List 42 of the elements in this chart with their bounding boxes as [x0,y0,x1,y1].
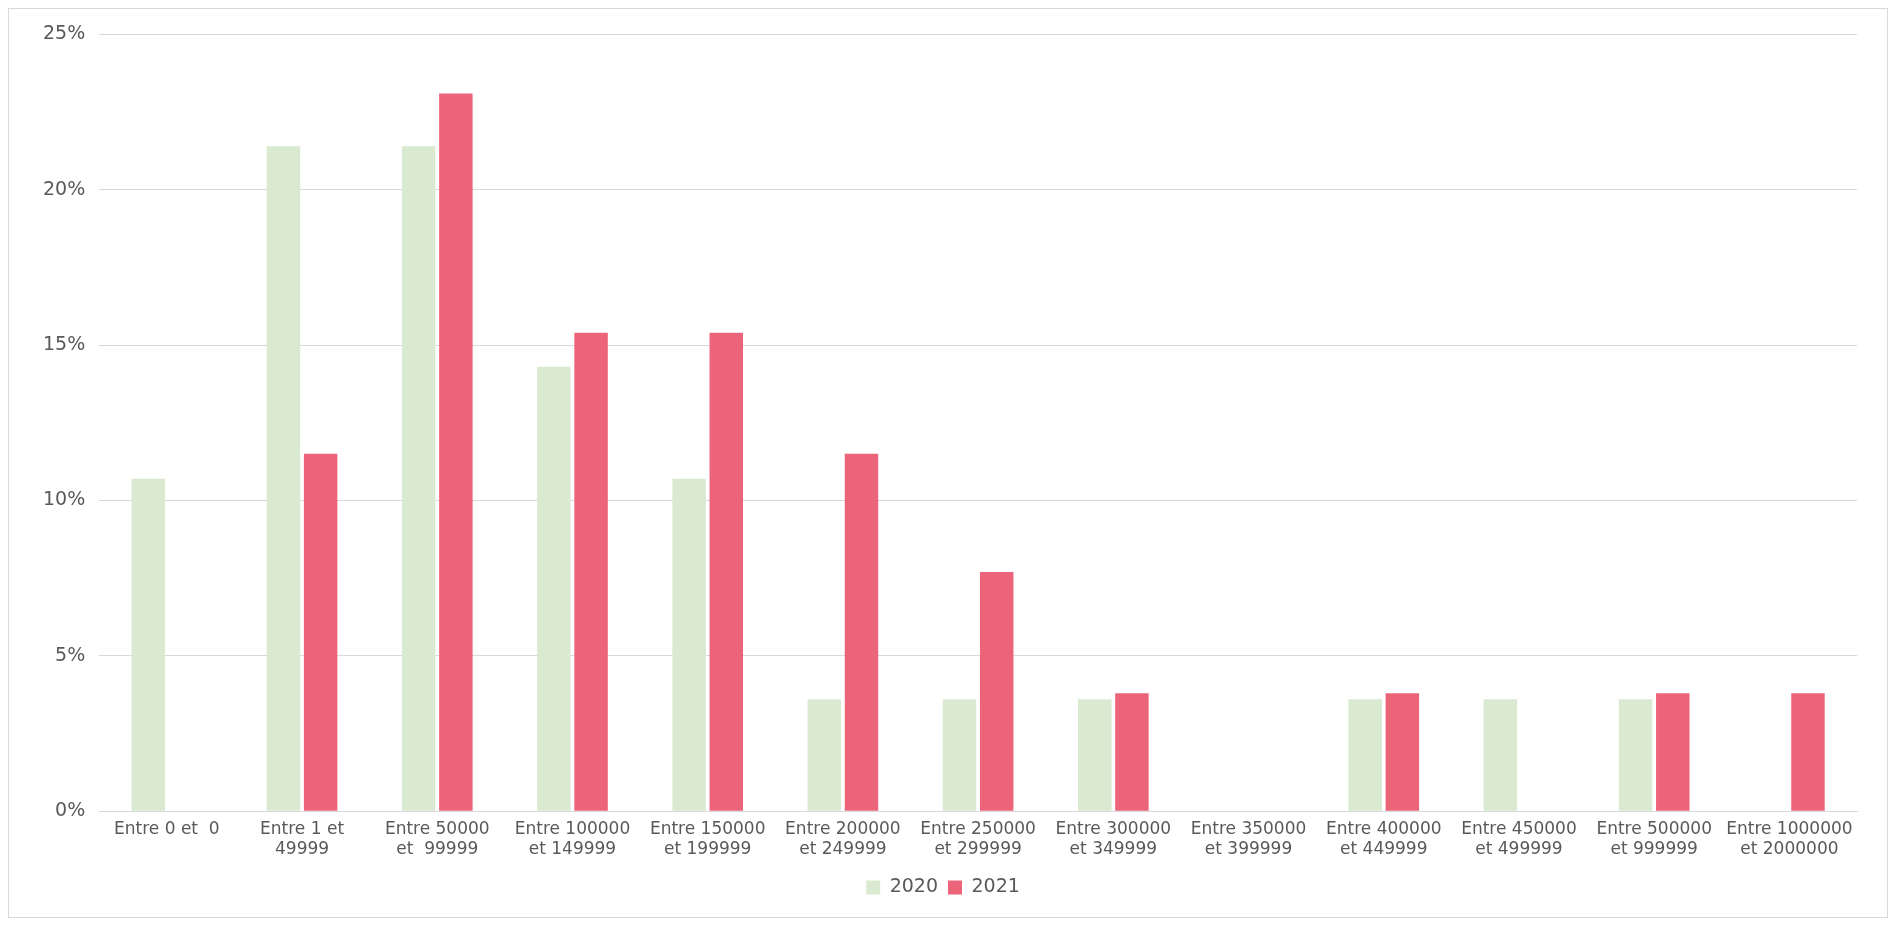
bar [1078,699,1112,811]
x-tick-label: Entre 350000 et 399999 [1190,817,1307,859]
bar [807,699,842,811]
bar [401,146,436,811]
bar [709,332,744,811]
y-tick-label: 15% [43,332,86,355]
legend-label: 2021 [971,874,1020,897]
x-tick-label: Entre 50000 et 99999 [384,817,490,859]
x-tick-label: Entre 0 et 0 [114,817,220,838]
bar [1791,693,1825,811]
bar [303,453,338,811]
bar [672,478,706,811]
bar [439,93,473,811]
bar [1385,693,1420,811]
x-tick-label: Entre 1000000 et 2000000 [1726,817,1853,859]
bar [1483,699,1518,811]
bar [1618,699,1653,811]
bar [844,453,879,811]
x-tick-label: Entre 200000 et 249999 [785,817,901,859]
bar [537,366,571,811]
bar [1115,693,1149,811]
y-tick-label: 5% [55,642,86,665]
x-tick-label: Entre 300000 et 349999 [1055,817,1172,859]
x-tick-label: Entre 1 et 49999 [260,817,345,859]
x-tick-label: Entre 250000 et 299999 [920,817,1036,859]
y-tick-label: 10% [43,487,86,510]
bar [131,478,165,811]
y-tick-label: 0% [55,798,86,821]
bar [1348,699,1382,811]
x-tick-label: Entre 450000 et 499999 [1461,817,1577,859]
x-tick-label: Entre 500000 et 999999 [1596,817,1712,859]
x-tick-label: Entre 150000 et 199999 [649,817,766,859]
bar [1656,693,1690,811]
bar [266,146,301,811]
x-tick-label: Entre 400000 et 449999 [1325,817,1442,859]
y-tick-label: 25% [43,21,86,44]
bar [574,332,608,811]
legend-label: 2020 [889,874,939,897]
y-tick-label: 20% [43,176,86,199]
x-tick-label: Entre 100000 et 149999 [514,817,631,859]
bar [979,571,1014,811]
bar [942,699,977,811]
